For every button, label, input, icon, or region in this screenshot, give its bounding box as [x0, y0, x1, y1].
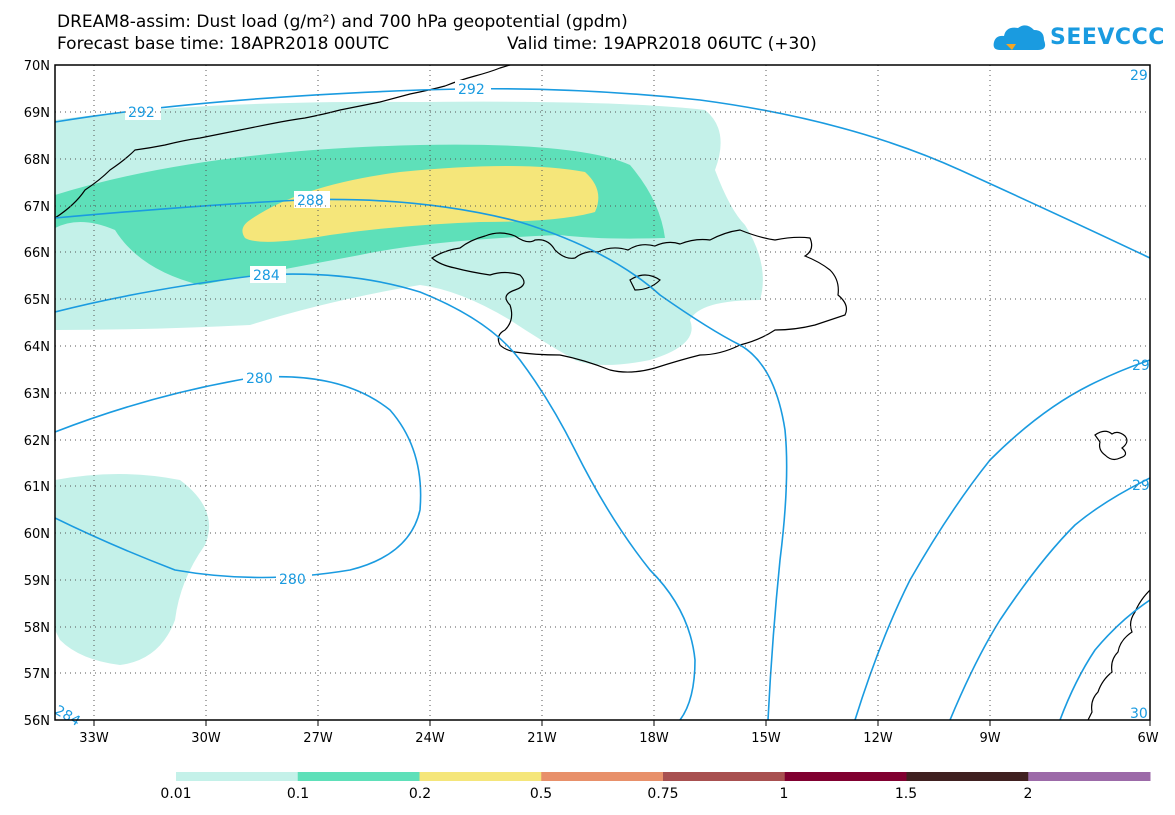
lon-label: 12W	[863, 731, 893, 746]
colorbar-segment	[1028, 772, 1151, 781]
colorbar-label: 0.2	[408, 786, 432, 802]
contour-292-east	[854, 359, 1150, 720]
graticule	[55, 65, 1150, 720]
lat-label: 69N	[24, 106, 50, 121]
colorbar-label: 1	[779, 786, 789, 802]
lat-label: 64N	[24, 340, 50, 355]
lon-label: 15W	[751, 731, 781, 746]
colorbar	[176, 772, 1151, 781]
lat-label: 68N	[24, 153, 50, 168]
contour-300	[1059, 599, 1150, 720]
colorbar-segment	[297, 772, 420, 781]
lon-label: 18W	[639, 731, 669, 746]
lat-label: 70N	[24, 59, 50, 74]
contour-292	[55, 87, 1150, 259]
contour-label: 280	[279, 572, 306, 588]
colorbar-segment	[419, 772, 542, 781]
contour-label: 29	[1130, 68, 1148, 84]
contour-label: 284	[52, 703, 83, 730]
colorbar-segment	[906, 772, 1029, 781]
lat-label: 58N	[24, 621, 50, 636]
cloud-logo-icon	[993, 25, 1046, 50]
contour-label: 29	[1132, 358, 1150, 374]
colorbar-segment	[663, 772, 786, 781]
iceland-coastline	[430, 229, 848, 373]
logo-text: SEEVCCC	[1050, 25, 1165, 50]
colorbar-segment	[541, 772, 664, 781]
lat-label: 60N	[24, 527, 50, 542]
contour-label: 292	[458, 82, 485, 98]
lat-label: 63N	[24, 387, 50, 402]
colorbar-label: 0.5	[529, 786, 553, 802]
lon-label: 33W	[79, 731, 109, 746]
norway-coastline	[1087, 589, 1150, 720]
lat-label: 57N	[24, 667, 50, 682]
lat-label: 59N	[24, 574, 50, 589]
colorbar-label: 0.1	[286, 786, 310, 802]
colorbar-segment	[176, 772, 299, 781]
lat-label: 62N	[24, 434, 50, 449]
colorbar-segment	[784, 772, 907, 781]
lon-label: 9W	[979, 731, 1000, 746]
contour-label: 292	[128, 105, 155, 121]
lat-label: 65N	[24, 293, 50, 308]
colorbar-label: 0.75	[647, 786, 679, 802]
contour-296	[949, 477, 1150, 720]
colorbar-label: 2	[1023, 786, 1033, 802]
valid-time: Valid time: 19APR2018 06UTC (+30)	[507, 34, 817, 54]
map-title: DREAM8-assim: Dust load (g/m²) and 700 h…	[57, 12, 628, 32]
lat-label: 67N	[24, 200, 50, 215]
contour-label: 288	[297, 193, 324, 209]
contour-280	[55, 375, 422, 579]
lon-label: 21W	[527, 731, 557, 746]
faroe-islands	[1094, 430, 1128, 461]
lat-label: 61N	[24, 480, 50, 495]
lon-label: 30W	[191, 731, 221, 746]
contour-label: 280	[246, 371, 273, 387]
lon-label: 6W	[1137, 731, 1158, 746]
colorbar-label: 1.5	[894, 786, 918, 802]
dust-region-001-south	[55, 474, 210, 665]
colorbar-label: 0.01	[160, 786, 192, 802]
lon-label: 24W	[415, 731, 445, 746]
contour-label: 30	[1130, 706, 1148, 722]
contour-label: 284	[253, 268, 280, 284]
lon-label: 27W	[303, 731, 333, 746]
forecast-base-time: Forecast base time: 18APR2018 00UTC	[57, 34, 390, 54]
lat-label: 56N	[24, 714, 50, 729]
map-frame	[54, 64, 1151, 721]
lat-label: 66N	[24, 246, 50, 261]
